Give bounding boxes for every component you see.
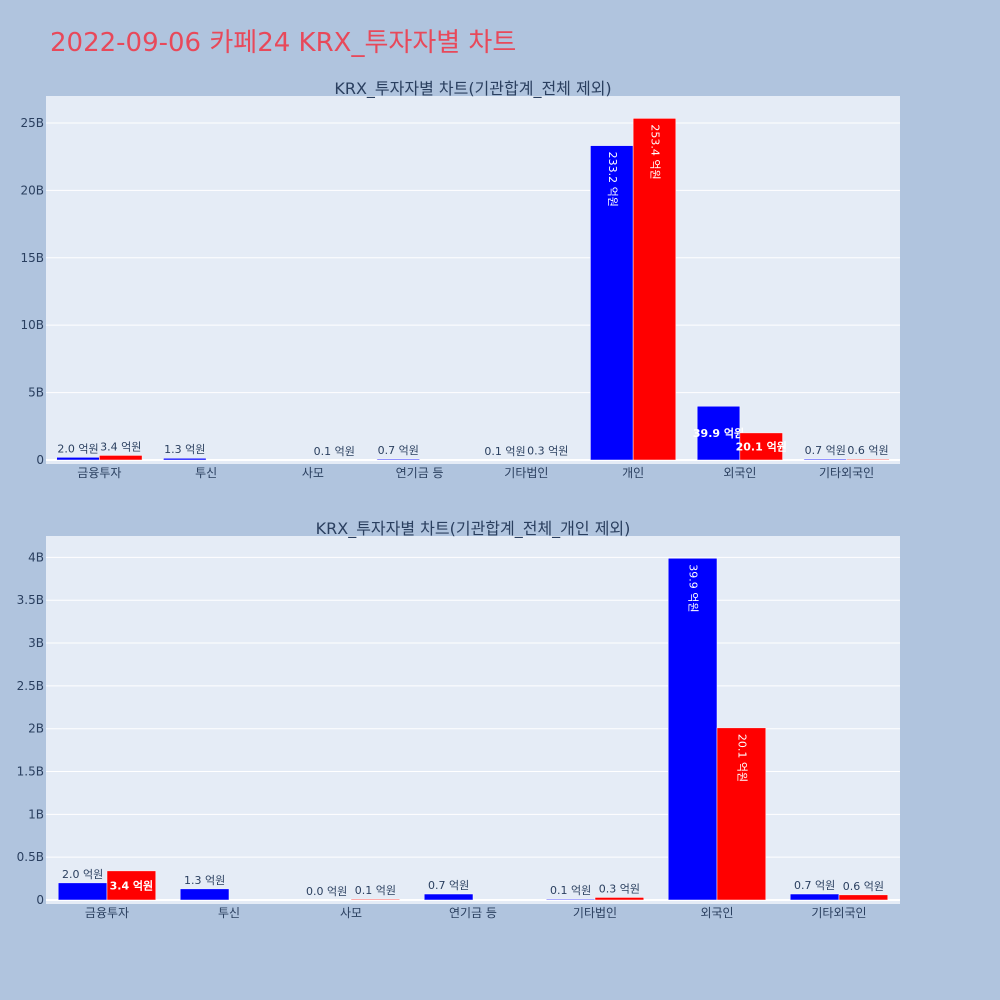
x-tick-label: 외국인 xyxy=(700,906,733,920)
data-label: 20.1 억원 xyxy=(736,439,787,453)
data-label: 0.3 억원 xyxy=(599,882,640,895)
data-label: 0.1 억원 xyxy=(550,884,591,897)
y-tick-label: 10B xyxy=(20,318,44,332)
data-label: 233.2 억원 xyxy=(606,152,619,207)
y-tick-label: 25B xyxy=(20,116,44,130)
bar xyxy=(163,457,207,461)
bar xyxy=(632,118,677,461)
bar xyxy=(838,894,889,901)
chart-1: 0 5B 10B 15B 20B 25B KRX_투자자별 차트(기관합계_전체 제외) 금융… xyxy=(20,79,900,480)
data-label: 3.4 억원 xyxy=(100,440,141,453)
bar xyxy=(667,558,718,901)
bar xyxy=(56,457,100,461)
bar xyxy=(526,459,570,461)
data-label: 0.7 억원 xyxy=(805,444,846,457)
data-label: 1.3 억원 xyxy=(164,443,205,456)
bar xyxy=(376,458,420,461)
data-label: 20.1 억원 xyxy=(735,734,748,782)
bar xyxy=(696,405,741,461)
x-tick-label: 개인 xyxy=(622,466,644,480)
data-label: 1.3 억원 xyxy=(184,874,225,887)
bar xyxy=(789,893,840,901)
data-label: 0.3 억원 xyxy=(527,445,568,458)
data-label: 2.0 억원 xyxy=(57,442,98,455)
bar xyxy=(179,888,230,901)
y-tick-label: 15B xyxy=(20,251,44,265)
data-label: 0.0 억원 xyxy=(306,885,347,898)
x-tick-label: 기타법인 xyxy=(573,906,617,920)
y-tick-label: 3.5B xyxy=(17,593,44,607)
y-tick-label: 2B xyxy=(28,722,44,736)
x-tick-label: 기타외국인 xyxy=(811,906,866,920)
x-tick-label: 금융투자 xyxy=(77,466,121,480)
bar xyxy=(716,727,767,901)
page-title: 2022-09-06 카페24 KRX_투자자별 차트 xyxy=(50,28,517,58)
plot-area xyxy=(46,536,900,904)
y-tick-label: 20B xyxy=(20,183,44,197)
data-label: 0.1 억원 xyxy=(484,445,525,458)
bar xyxy=(739,432,783,461)
bar xyxy=(423,893,474,901)
bar xyxy=(99,455,143,461)
y-tick-label: 0.5B xyxy=(17,850,44,864)
data-label: 0.6 억원 xyxy=(847,444,888,457)
bar xyxy=(483,459,527,461)
chart-title: KRX_투자자별 차트(기관합계_전체 제외) xyxy=(334,79,611,99)
y-tick-label: 5B xyxy=(28,386,44,400)
y-tick-label: 0 xyxy=(36,893,44,907)
chart-title: KRX_투자자별 차트(기관합계_전체_개인 제외) xyxy=(316,519,631,539)
x-tick-label: 투신 xyxy=(218,906,240,920)
y-tick-label: 3B xyxy=(28,636,44,650)
data-label: 0.7 억원 xyxy=(428,879,469,892)
x-tick-label: 투신 xyxy=(195,466,217,480)
plot-area xyxy=(46,96,900,464)
data-label: 0.1 억원 xyxy=(314,445,355,458)
bar xyxy=(545,898,596,901)
bar xyxy=(594,897,645,901)
y-tick-label: 1.5B xyxy=(17,765,44,779)
bar xyxy=(846,458,890,461)
bar xyxy=(312,459,356,461)
data-label: 3.4 억원 xyxy=(110,878,154,892)
bar xyxy=(803,458,847,461)
x-tick-label: 기타외국인 xyxy=(819,466,874,480)
y-tick-label: 1B xyxy=(28,807,44,821)
data-label: 0.7 억원 xyxy=(378,444,419,457)
data-label: 39.9 억원 xyxy=(693,426,744,440)
data-label: 0.1 억원 xyxy=(355,884,396,897)
bar xyxy=(57,882,108,901)
x-tick-label: 외국인 xyxy=(723,466,756,480)
data-label: 253.4 억원 xyxy=(648,124,661,179)
data-label: 39.9 억원 xyxy=(687,564,700,612)
y-tick-label: 2.5B xyxy=(17,679,44,693)
x-tick-label: 금융투자 xyxy=(85,906,129,920)
x-tick-label: 사모 xyxy=(302,466,324,480)
bar xyxy=(106,870,157,901)
bar xyxy=(301,899,352,901)
data-label: 2.0 억원 xyxy=(62,868,103,881)
data-label: 0.7 억원 xyxy=(794,879,835,892)
y-tick-label: 4B xyxy=(28,550,44,564)
x-tick-label: 사모 xyxy=(340,906,362,920)
x-tick-label: 기타법인 xyxy=(504,466,548,480)
x-tick-label: 연기금 등 xyxy=(396,466,444,480)
bar xyxy=(350,898,401,901)
x-tick-label: 연기금 등 xyxy=(449,906,497,920)
chart-2: 0 0.5B 1B 1.5B 2B 2.5B 3B 3.5B 4B KRX_투자자별 차트(기관합… xyxy=(17,519,900,920)
data-label: 0.6 억원 xyxy=(843,880,884,893)
y-tick-label: 0 xyxy=(36,453,44,467)
